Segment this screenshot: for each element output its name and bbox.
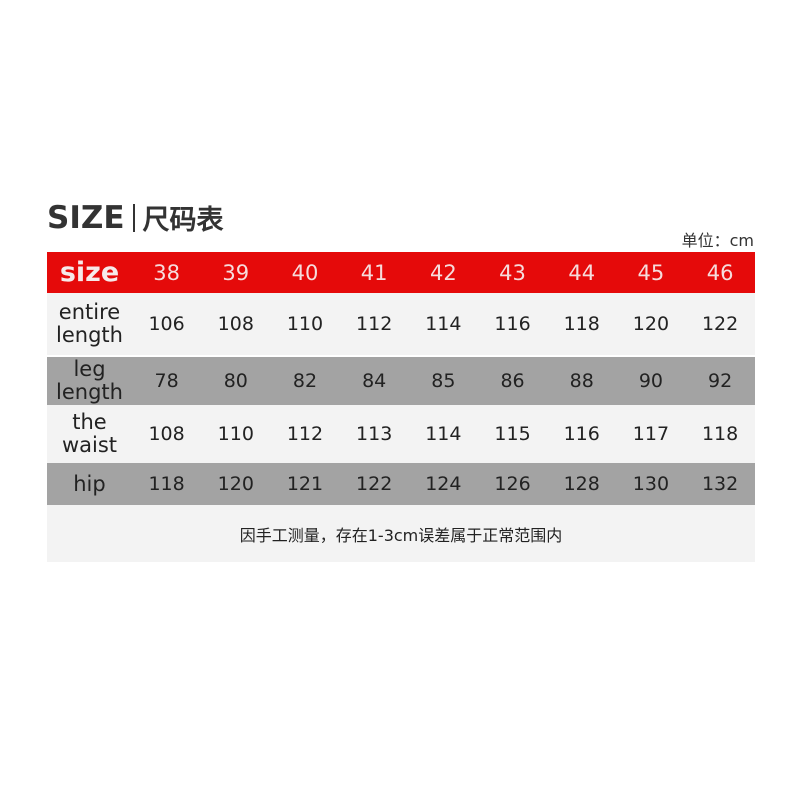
row-label: the waist xyxy=(61,410,118,457)
page-title: SIZE 尺码表 xyxy=(47,198,224,237)
value-cell: 120 xyxy=(632,313,670,335)
row-label: leg length xyxy=(56,357,123,404)
size-header-cell: 39 xyxy=(222,260,250,285)
measurement-note: 因手工测量，存在1-3cm误差属于正常范围内 xyxy=(47,505,755,562)
value-cell: 92 xyxy=(708,370,733,392)
value-cell: 122 xyxy=(356,473,393,495)
value-cell: 110 xyxy=(217,423,254,445)
row-label: entire length xyxy=(56,300,123,347)
size-header-cell: 41 xyxy=(360,260,388,285)
value-cell: 118 xyxy=(148,473,185,495)
value-cell: 130 xyxy=(632,473,670,495)
value-cell: 114 xyxy=(425,313,462,335)
value-cell: 112 xyxy=(356,313,393,335)
value-cell: 128 xyxy=(563,473,600,495)
value-cell: 113 xyxy=(356,423,393,445)
value-cell: 78 xyxy=(154,370,179,392)
value-cell: 114 xyxy=(425,423,462,445)
header-row: size 38 39 40 41 42 43 44 45 46 xyxy=(47,252,755,293)
value-cell: 115 xyxy=(494,423,531,445)
size-header-cell: 42 xyxy=(429,260,457,285)
size-table: size 38 39 40 41 42 43 44 45 46 entire length 106… xyxy=(47,252,755,562)
title-en: SIZE xyxy=(47,199,125,236)
table-row: leg length 78 80 82 84 85 86 88 90 92 xyxy=(47,357,755,405)
title-divider xyxy=(132,203,135,232)
value-cell: 106 xyxy=(148,313,185,335)
value-cell: 80 xyxy=(223,370,248,392)
value-cell: 120 xyxy=(217,473,254,495)
value-cell: 84 xyxy=(362,370,387,392)
value-cell: 116 xyxy=(494,313,531,335)
value-cell: 86 xyxy=(500,370,525,392)
unit-label: 单位：cm xyxy=(681,231,754,250)
value-cell: 132 xyxy=(701,473,739,495)
size-header-cell: 38 xyxy=(153,260,180,285)
value-cell: 116 xyxy=(563,423,600,445)
title-cn: 尺码表 xyxy=(142,205,224,236)
size-header-cell: 43 xyxy=(499,260,526,285)
value-cell: 108 xyxy=(148,423,185,445)
table-row: the waist 108 110 112 113 114 115 116 117 118 xyxy=(47,405,755,463)
value-cell: 121 xyxy=(286,473,324,495)
value-cell: 117 xyxy=(632,423,670,445)
table-row: hip 118 120 121 122 124 126 128 130 132 xyxy=(47,463,755,505)
value-cell: 126 xyxy=(494,473,531,495)
value-cell: 110 xyxy=(286,313,324,335)
value-cell: 118 xyxy=(563,313,600,335)
value-cell: 108 xyxy=(217,313,254,335)
value-cell: 122 xyxy=(701,313,739,335)
row-label: hip xyxy=(73,471,106,496)
value-cell: 88 xyxy=(569,370,594,392)
value-cell: 82 xyxy=(292,370,318,392)
header-label: size xyxy=(59,257,120,288)
value-cell: 112 xyxy=(286,423,324,445)
value-cell: 118 xyxy=(701,423,739,445)
value-cell: 124 xyxy=(425,473,462,495)
size-header-cell: 40 xyxy=(291,260,319,285)
size-header-cell: 46 xyxy=(706,260,734,285)
table-row: entire length 106 108 110 112 114 116 118 120 122 xyxy=(47,293,755,355)
value-cell: 85 xyxy=(431,370,456,392)
size-header-cell: 45 xyxy=(637,260,665,285)
size-header-cell: 44 xyxy=(568,260,596,285)
value-cell: 90 xyxy=(638,370,663,392)
